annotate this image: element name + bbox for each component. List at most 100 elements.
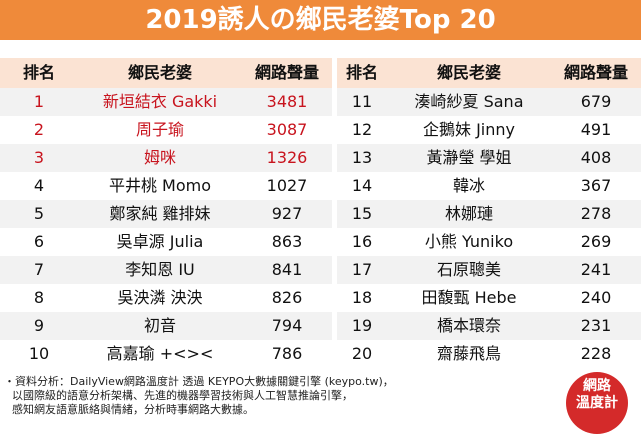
logo-text: 溫度計 — [576, 395, 618, 411]
footer-line: ・資料分析：DailyView網路溫度計 透過 KEYPO大數據關鍵引擎 (ke… — [4, 375, 394, 388]
volume-cell: 863 — [271, 232, 303, 251]
volume-cell: 1326 — [266, 148, 308, 167]
name-cell: 鄭家純 雞排妹 — [109, 204, 211, 223]
volume-cell: 841 — [271, 260, 303, 279]
rank-cell: 15 — [351, 204, 373, 223]
rank-cell: 2 — [33, 120, 45, 139]
volume-cell: 927 — [271, 204, 303, 223]
table-row — [0, 172, 332, 200]
column-header: 排名 — [345, 63, 378, 82]
name-cell: 高嘉瑜 +<>< — [106, 344, 214, 363]
table-row — [337, 312, 641, 340]
volume-cell: 269 — [580, 232, 612, 251]
table-row — [0, 284, 332, 312]
volume-cell: 1027 — [266, 176, 308, 195]
table-row — [337, 116, 641, 144]
rank-cell: 10 — [28, 344, 50, 363]
name-cell: 小熊 Yuniko — [424, 232, 514, 251]
volume-cell: 228 — [580, 344, 612, 363]
footer-note: ・資料分析：DailyView網路溫度計 透過 KEYPO大數據關鍵引擎 (ke… — [4, 375, 544, 417]
volume-cell: 491 — [580, 120, 612, 139]
name-cell: 齋藤飛鳥 — [436, 344, 501, 363]
name-cell: 石原聰美 — [436, 260, 501, 279]
rank-cell: 11 — [351, 92, 373, 111]
table-row — [0, 200, 332, 228]
rank-cell: 14 — [351, 176, 373, 195]
column-header: 鄉民老婆 — [127, 63, 192, 82]
rank-cell: 1 — [33, 92, 45, 111]
name-cell: 韓冰 — [452, 176, 485, 195]
volume-cell: 367 — [580, 176, 612, 195]
name-cell: 田馥甄 Hebe — [421, 288, 517, 307]
rank-cell: 4 — [33, 176, 45, 195]
volume-cell: 408 — [580, 148, 612, 167]
table-row — [0, 312, 332, 340]
table-row — [337, 256, 641, 284]
table-row — [0, 116, 332, 144]
footer-line: 以國際級的語意分析架構、先進的機器學習技術與人工智慧推論引擎， — [12, 389, 353, 402]
volume-cell: 679 — [580, 92, 612, 111]
rank-cell: 8 — [33, 288, 45, 307]
column-header: 網路聲量 — [254, 63, 319, 82]
volume-cell: 794 — [271, 316, 303, 335]
name-cell: 林娜璉 — [444, 204, 493, 223]
name-cell: 李知恩 IU — [125, 260, 195, 279]
table-row — [0, 340, 332, 368]
title-banner — [0, 0, 641, 40]
rank-cell: 5 — [33, 204, 45, 223]
name-cell: 新垣結衣 Gakki — [102, 92, 218, 111]
name-cell: 周子瑜 — [135, 120, 184, 139]
column-header: 排名 — [22, 63, 55, 82]
rank-cell: 18 — [351, 288, 373, 307]
column-header: 網路聲量 — [563, 63, 628, 82]
logo-text: 網路 — [583, 378, 611, 394]
rank-cell: 9 — [33, 316, 45, 335]
rank-cell: 12 — [351, 120, 373, 139]
name-cell: 吳卓源 Julia — [116, 232, 204, 251]
name-cell: 吳泱潾 泱泱 — [117, 288, 203, 307]
name-cell: 姆咪 — [143, 148, 176, 167]
name-cell: 平井桃 Momo — [108, 176, 212, 195]
table-row — [337, 200, 641, 228]
rank-cell: 6 — [33, 232, 45, 251]
table-row — [337, 340, 641, 368]
volume-cell: 786 — [271, 344, 303, 363]
logo: 網路 溫度計 — [566, 372, 628, 434]
volume-cell: 241 — [580, 260, 612, 279]
table-row — [337, 284, 641, 312]
volume-cell: 3087 — [266, 120, 308, 139]
rank-cell: 19 — [351, 316, 373, 335]
title: 2019誘人の鄉民老婆Top 20 — [145, 5, 496, 35]
table-row — [337, 88, 641, 116]
column-header: 鄉民老婆 — [436, 63, 501, 82]
header-row — [0, 58, 332, 88]
rank-cell: 3 — [33, 148, 45, 167]
table-row — [0, 228, 332, 256]
name-cell: 橋本環奈 — [436, 316, 501, 335]
footer-line: 感知網友語意脈絡與情緒，分析時事網路大數據。 — [12, 403, 254, 416]
rank-cell: 20 — [351, 344, 373, 363]
rank-cell: 17 — [351, 260, 373, 279]
volume-cell: 3481 — [266, 92, 308, 111]
rank-cell: 7 — [33, 260, 45, 279]
ranking-table: 排名 鄉民老婆 網路聲量 1 新垣結衣 Gakki 3481 2 周子瑜 3087 3 姆咪 1326… — [0, 58, 332, 368]
table-row — [337, 144, 641, 172]
ranking-table: 排名 鄉民老婆 網路聲量 11 湊崎紗夏 Sana 679 12 企鵝妹 Jinny 491 13… — [337, 58, 641, 368]
rank-cell: 16 — [351, 232, 373, 251]
name-cell: 企鵝妹 Jinny — [422, 120, 515, 139]
name-cell: 湊崎紗夏 Sana — [414, 92, 524, 111]
volume-cell: 240 — [580, 288, 612, 307]
name-cell: 黃瀞瑩 學姐 — [426, 148, 512, 167]
table-row — [0, 144, 332, 172]
rank-cell: 13 — [351, 148, 373, 167]
table-row — [0, 88, 332, 116]
table-row — [0, 256, 332, 284]
name-cell: 初音 — [143, 316, 176, 335]
table-row — [337, 228, 641, 256]
header-row — [337, 58, 641, 88]
table-row — [337, 172, 641, 200]
volume-cell: 826 — [271, 288, 303, 307]
volume-cell: 231 — [580, 316, 612, 335]
volume-cell: 278 — [580, 204, 612, 223]
